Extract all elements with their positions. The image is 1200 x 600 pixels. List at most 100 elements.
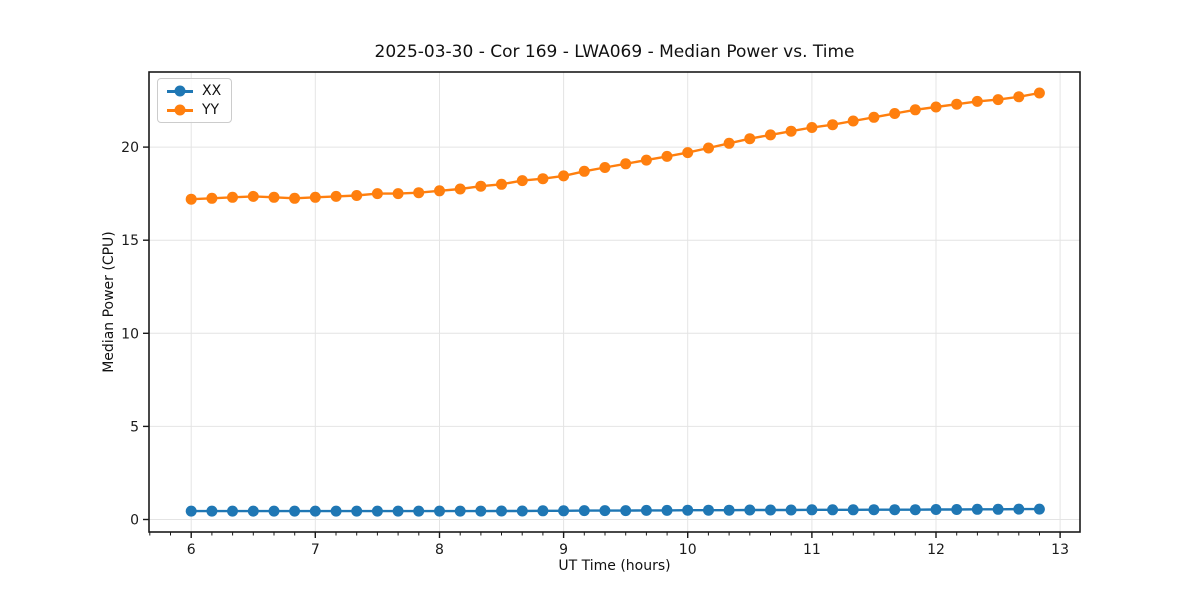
data-point xyxy=(392,188,404,200)
y-tick-label: 20 xyxy=(121,140,139,156)
data-point xyxy=(309,505,321,517)
legend-label-yy: YY xyxy=(202,102,220,118)
data-point xyxy=(909,104,921,116)
y-tick-label: 0 xyxy=(130,513,139,529)
legend-line-marker-yy-icon xyxy=(167,104,193,116)
data-point xyxy=(868,504,880,516)
x-tick-label: 7 xyxy=(311,542,320,558)
data-point xyxy=(496,505,507,517)
data-point xyxy=(744,504,756,516)
data-point xyxy=(434,185,445,197)
data-point xyxy=(330,190,342,202)
data-point xyxy=(330,505,342,517)
data-point xyxy=(227,191,238,203)
x-axis: 6 7 8 9 10 11 12 13 xyxy=(149,532,1069,558)
data-point xyxy=(289,505,301,517)
data-point xyxy=(909,504,921,516)
data-point xyxy=(351,190,363,201)
data-point xyxy=(496,178,507,190)
data-point xyxy=(1033,503,1045,515)
data-point xyxy=(392,505,404,517)
data-point xyxy=(847,115,859,127)
data-point xyxy=(537,505,549,517)
chart-title: 2025-03-30 - Cor 169 - LWA069 - Median P… xyxy=(374,42,855,62)
legend-label-xx: XX xyxy=(202,83,222,99)
data-point xyxy=(847,504,859,516)
data-point xyxy=(868,111,880,123)
data-point xyxy=(785,125,797,137)
x-tick-label: 10 xyxy=(679,542,697,558)
data-point xyxy=(661,504,673,516)
data-point xyxy=(206,505,218,517)
y-axis-label: Median Power (CPU) xyxy=(101,231,117,373)
y-axis: 0 5 10 15 20 xyxy=(121,140,149,529)
data-point xyxy=(682,147,694,159)
data-point xyxy=(889,108,901,119)
data-point xyxy=(827,119,839,131)
series-yy xyxy=(185,87,1045,205)
data-point xyxy=(971,503,983,515)
data-point xyxy=(227,505,238,517)
legend-entry-xx: XX xyxy=(167,84,221,98)
data-point xyxy=(806,504,818,516)
data-point xyxy=(371,505,383,517)
data-point xyxy=(951,98,963,110)
data-point xyxy=(434,505,445,517)
data-point xyxy=(1033,87,1045,99)
x-tick-label: 9 xyxy=(559,542,568,558)
plot-border xyxy=(148,71,1081,533)
data-point xyxy=(185,193,197,205)
x-axis-label: UT Time (hours) xyxy=(558,558,671,574)
data-point xyxy=(413,505,425,517)
x-tick-label: 12 xyxy=(927,542,945,558)
data-point xyxy=(661,150,673,162)
y-tick-label: 10 xyxy=(121,326,139,342)
data-point xyxy=(703,504,714,516)
data-point xyxy=(1013,503,1025,515)
data-point xyxy=(971,95,983,107)
data-point xyxy=(640,154,652,166)
x-tick-label: 6 xyxy=(187,542,196,558)
data-point xyxy=(723,504,735,516)
data-point xyxy=(289,192,301,204)
data-point xyxy=(620,158,632,170)
data-point xyxy=(185,505,197,517)
data-point xyxy=(309,191,321,203)
data-point xyxy=(640,504,652,516)
data-point xyxy=(992,503,1004,515)
data-point xyxy=(806,122,818,133)
data-point xyxy=(578,505,590,517)
data-point xyxy=(930,101,942,113)
data-point xyxy=(558,505,570,517)
data-point xyxy=(247,190,259,202)
x-tick-label: 8 xyxy=(435,542,444,558)
data-point xyxy=(723,137,735,149)
data-point xyxy=(516,175,528,187)
data-point xyxy=(351,505,363,517)
data-point xyxy=(785,504,797,516)
data-point xyxy=(599,162,611,173)
data-point xyxy=(827,504,839,516)
data-point xyxy=(1013,91,1025,103)
data-point xyxy=(599,505,611,517)
data-point xyxy=(454,505,466,517)
data-point xyxy=(516,505,528,517)
data-point xyxy=(951,504,963,515)
grid xyxy=(149,72,1080,532)
series-xx xyxy=(185,503,1045,517)
legend-line-marker-xx-icon xyxy=(167,85,193,97)
data-point xyxy=(992,94,1004,106)
data-point xyxy=(206,192,218,204)
data-point xyxy=(247,505,259,517)
data-point xyxy=(268,505,280,517)
data-point xyxy=(930,504,942,515)
y-tick-label: 15 xyxy=(121,233,139,249)
data-point xyxy=(537,173,549,185)
data-point xyxy=(703,142,714,154)
data-point xyxy=(889,504,901,516)
data-point xyxy=(558,170,570,182)
y-tick-label: 5 xyxy=(130,419,139,435)
data-point xyxy=(413,187,425,199)
x-tick-label: 11 xyxy=(803,542,821,558)
